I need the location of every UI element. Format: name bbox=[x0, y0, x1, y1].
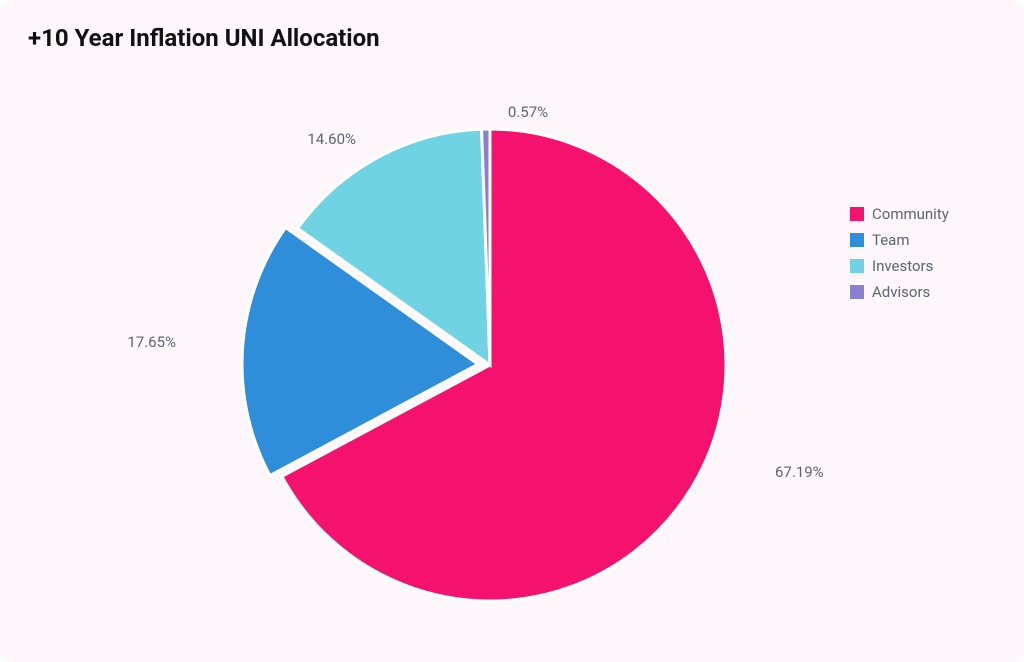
legend-item-investors: Investors bbox=[850, 257, 949, 275]
legend-swatch-icon bbox=[850, 233, 864, 247]
slice-label-community: 67.19% bbox=[775, 463, 824, 481]
legend-item-advisors: Advisors bbox=[850, 283, 949, 301]
legend-label: Community bbox=[872, 205, 949, 223]
legend: Community Team Investors Advisors bbox=[850, 205, 949, 309]
legend-item-team: Team bbox=[850, 231, 949, 249]
legend-label: Advisors bbox=[872, 283, 930, 301]
legend-item-community: Community bbox=[850, 205, 949, 223]
legend-label: Investors bbox=[872, 257, 933, 275]
legend-swatch-icon bbox=[850, 259, 864, 273]
slice-label-investors: 14.60% bbox=[307, 130, 356, 148]
slice-label-team: 17.65% bbox=[127, 333, 176, 351]
legend-label: Team bbox=[872, 231, 910, 249]
legend-swatch-icon bbox=[850, 285, 864, 299]
chart-canvas: +10 Year Inflation UNI Allocation Commun… bbox=[0, 0, 1024, 662]
slice-label-advisors: 0.57% bbox=[508, 103, 548, 121]
pie-chart bbox=[0, 0, 1024, 662]
legend-swatch-icon bbox=[850, 207, 864, 221]
